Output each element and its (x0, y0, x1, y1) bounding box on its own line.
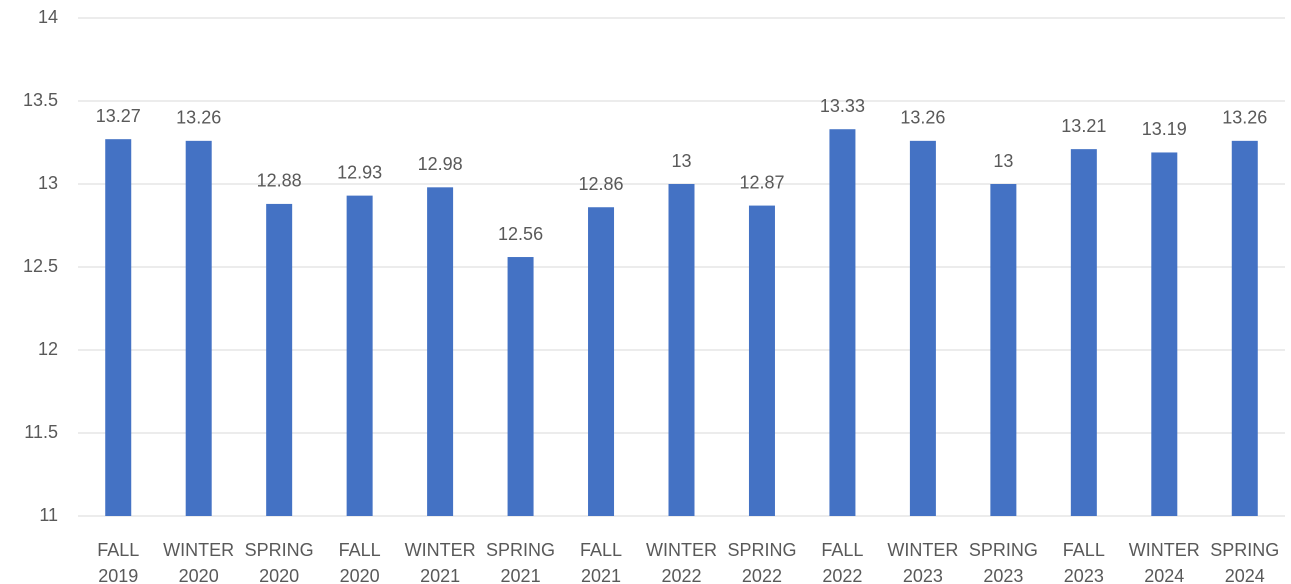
data-label: 13 (993, 151, 1013, 171)
x-tick-label: FALL 2020 (338, 540, 381, 584)
x-tick-label: SPRING 2021 (486, 540, 556, 584)
bar (105, 139, 132, 516)
bar (185, 140, 212, 516)
data-label: 13.21 (1061, 116, 1106, 136)
x-tick-label: WINTER 2024 (1128, 540, 1200, 584)
y-tick-label: 13 (38, 173, 58, 193)
data-label: 12.88 (257, 171, 302, 191)
data-label: 13 (671, 151, 691, 171)
x-tick-label: SPRING 2022 (727, 540, 797, 584)
x-tick-label: SPRING 2024 (1210, 540, 1280, 584)
y-tick-label: 14 (38, 7, 58, 27)
data-label: 13.19 (1142, 119, 1187, 139)
data-label: 12.93 (337, 162, 382, 182)
x-tick-label: FALL 2023 (1062, 540, 1105, 584)
bar (990, 184, 1017, 516)
y-tick-label: 12.5 (23, 256, 58, 276)
x-tick-label: WINTER 2020 (163, 540, 235, 584)
bar (266, 203, 293, 517)
x-tick-label: SPRING 2020 (244, 540, 314, 584)
x-tick-label: FALL 2021 (580, 540, 623, 584)
bar (1231, 140, 1258, 516)
x-tick-label: FALL 2019 (97, 540, 140, 584)
x-tick-label: WINTER 2021 (404, 540, 476, 584)
bar (507, 257, 534, 516)
bar (829, 129, 856, 516)
x-tick-label: FALL 2022 (821, 540, 864, 584)
x-tick-label: SPRING 2023 (968, 540, 1038, 584)
data-label: 12.86 (579, 174, 624, 194)
bar (1070, 149, 1097, 516)
data-label: 12.56 (498, 224, 543, 244)
data-label: 12.87 (739, 172, 784, 192)
bar (909, 140, 936, 516)
data-label: 12.98 (418, 154, 463, 174)
y-tick-label: 13.5 (23, 90, 58, 110)
bar (668, 184, 695, 516)
bar (427, 187, 454, 516)
y-tick-label: 11.5 (24, 422, 58, 442)
bar (346, 195, 373, 516)
x-tick-label: WINTER 2023 (887, 540, 959, 584)
data-label: 13.26 (176, 108, 221, 128)
y-tick-label: 12 (38, 339, 58, 359)
bar (748, 205, 775, 516)
y-tick-label: 11 (39, 505, 58, 525)
bar (1151, 152, 1178, 516)
data-label: 13.27 (96, 106, 141, 126)
bar (588, 207, 615, 517)
data-label: 13.26 (1222, 108, 1267, 128)
x-tick-label: WINTER 2022 (645, 540, 717, 584)
data-label: 13.33 (820, 96, 865, 116)
data-label: 13.26 (900, 108, 945, 128)
